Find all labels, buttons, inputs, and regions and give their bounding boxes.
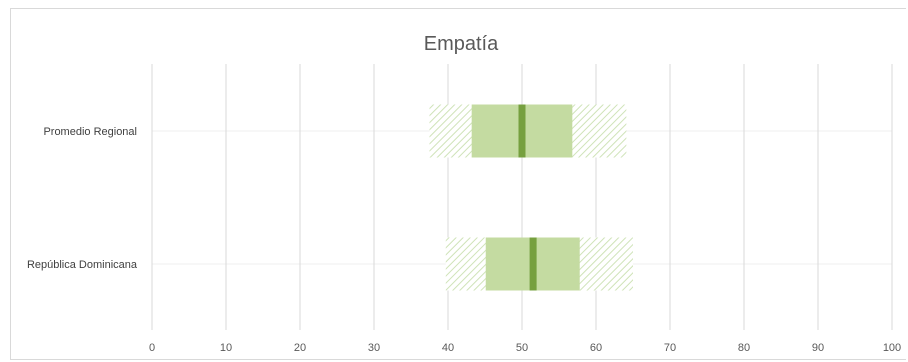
x-tick-label-20: 20	[294, 342, 306, 354]
x-tick-label-30: 30	[368, 342, 380, 354]
chart-frame	[10, 8, 906, 360]
median-marker-1	[529, 237, 537, 291]
x-tick-label-40: 40	[442, 342, 454, 354]
x-tick-label-60: 60	[590, 342, 602, 354]
x-tick-label-70: 70	[664, 342, 676, 354]
median-marker-0	[518, 104, 526, 158]
x-tick-label-90: 90	[812, 342, 824, 354]
category-label-0: Promedio Regional	[43, 126, 137, 138]
x-tick-label-50: 50	[516, 342, 528, 354]
bars-layer	[429, 104, 633, 291]
category-label-1: República Dominicana	[27, 259, 138, 271]
x-tick-label-10: 10	[220, 342, 232, 354]
chart-title: Empatía	[424, 33, 499, 55]
labels-layer: 0 10 20 30 40 50 60 70 80 90 100 Promedio Regional R…	[27, 126, 901, 354]
x-tick-label-0: 0	[149, 342, 155, 354]
x-tick-label-80: 80	[738, 342, 750, 354]
x-tick-label-100: 100	[883, 342, 901, 354]
